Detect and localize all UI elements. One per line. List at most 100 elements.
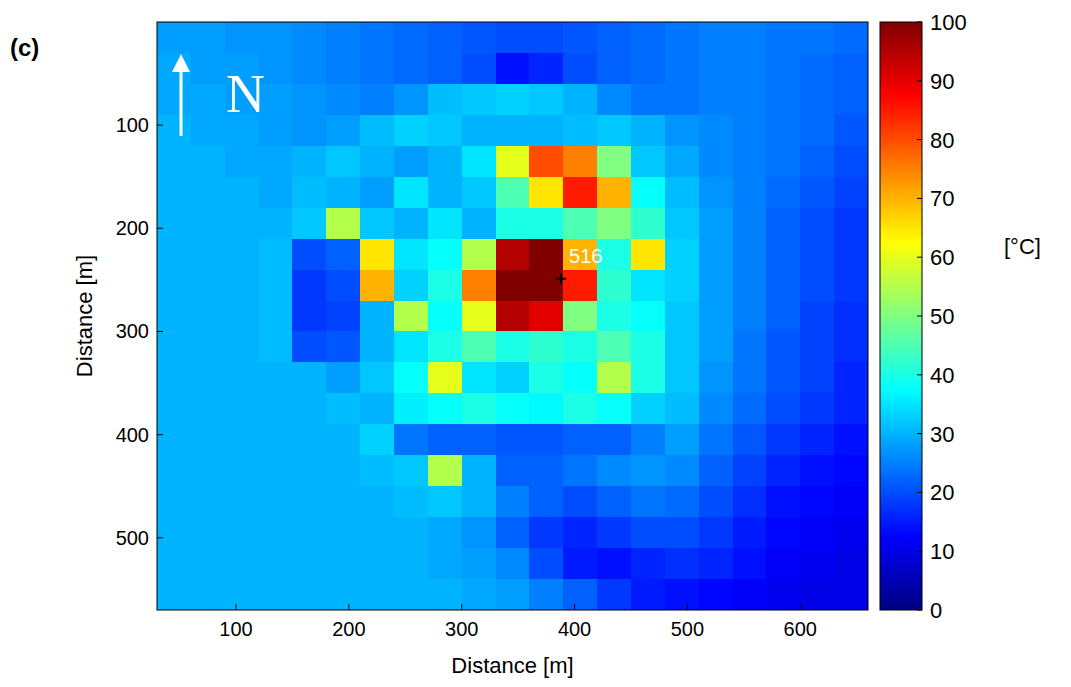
cell [360,301,394,333]
cell [597,548,631,580]
cell [428,270,462,302]
cell [733,115,767,147]
cell [563,301,597,333]
cell [428,301,462,333]
cell [529,177,563,209]
cell [665,53,699,85]
cell [394,115,428,147]
x-tick-label: 500 [671,618,704,640]
cell [292,84,326,116]
cell [360,22,394,54]
y-tick [157,434,163,435]
cell [428,331,462,363]
cell [597,362,631,394]
cell [157,579,191,610]
cell [292,486,326,518]
x-tick [574,604,575,610]
cell [428,424,462,456]
cell [834,239,868,271]
cell [225,393,259,425]
cell [665,455,699,487]
panel-label: (c) [10,34,39,61]
cell [699,517,733,549]
cell [631,455,665,487]
cell [834,517,868,549]
cell [665,208,699,240]
cell [834,177,868,209]
cell [766,362,800,394]
cell [529,53,563,85]
cell [529,579,563,610]
cell [800,177,834,209]
cell [597,424,631,456]
cell [326,270,360,302]
cell [292,455,326,487]
cell [428,455,462,487]
cell [428,548,462,580]
cell [191,301,225,333]
cell [191,362,225,394]
cell [428,208,462,240]
cell [699,53,733,85]
cell [496,115,530,147]
cell [563,393,597,425]
cell [733,517,767,549]
cell [157,486,191,518]
cell [462,115,496,147]
cell [462,84,496,116]
cell [225,548,259,580]
x-tick [800,604,801,610]
cell [225,424,259,456]
cell [699,208,733,240]
cell [428,362,462,394]
cell [394,548,428,580]
cell [462,239,496,271]
cell [699,362,733,394]
cell [665,362,699,394]
cell [834,424,868,456]
cell [292,331,326,363]
cell [157,53,191,85]
cell [259,177,293,209]
cell [733,455,767,487]
cell [225,270,259,302]
cell [834,53,868,85]
cell [699,270,733,302]
cell [259,270,293,302]
cell [800,486,834,518]
cell [733,22,767,54]
cell [597,393,631,425]
cell [225,331,259,363]
cell [800,331,834,363]
cell [631,239,665,271]
cell [766,301,800,333]
cell [428,517,462,549]
cell [563,424,597,456]
cell [191,517,225,549]
cell [733,177,767,209]
colorbar-tick-label: 70 [930,186,954,211]
cell [529,548,563,580]
cell [631,22,665,54]
cell [394,393,428,425]
cell [699,331,733,363]
cell [225,517,259,549]
cell [800,84,834,116]
cell [225,239,259,271]
cell [834,362,868,394]
cell [292,146,326,178]
cell [292,393,326,425]
cell [394,239,428,271]
cell [225,208,259,240]
cell [529,84,563,116]
cell [631,84,665,116]
cell [394,22,428,54]
cell [225,486,259,518]
cell [394,517,428,549]
cell [834,115,868,147]
cell [563,270,597,302]
cell [733,301,767,333]
cell [292,239,326,271]
cell [733,208,767,240]
cell [225,22,259,54]
